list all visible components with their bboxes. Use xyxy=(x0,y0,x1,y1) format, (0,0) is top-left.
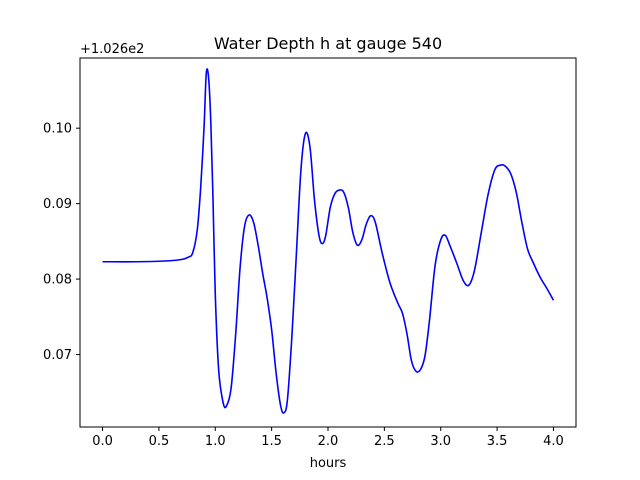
x-tick-label: 1.0 xyxy=(205,434,226,449)
x-tick-label: 2.5 xyxy=(374,434,395,449)
y-tick-label: 0.10 xyxy=(43,122,72,137)
x-axis-label: hours xyxy=(310,456,347,471)
x-tick-label: 0.5 xyxy=(149,434,170,449)
y-axis-offset-label: +1.026e2 xyxy=(80,42,144,57)
x-tick-label: 3.5 xyxy=(487,434,508,449)
y-axis-ticks: 0.07 0.08 0.09 0.10 xyxy=(43,122,80,363)
y-tick-label: 0.09 xyxy=(43,197,72,212)
chart-title: Water Depth h at gauge 540 xyxy=(214,34,442,53)
y-tick-label: 0.08 xyxy=(43,273,72,288)
x-axis-ticks: 0.0 0.5 1.0 1.5 2.0 2.5 3.0 3.5 4.0 xyxy=(92,427,564,449)
x-tick-label: 2.0 xyxy=(318,434,339,449)
plot-area xyxy=(102,68,555,414)
x-tick-label: 0.0 xyxy=(92,434,113,449)
x-tick-label: 3.0 xyxy=(430,434,451,449)
y-tick-label: 0.07 xyxy=(43,348,72,363)
x-tick-label: 4.0 xyxy=(543,434,564,449)
x-tick-label: 1.5 xyxy=(261,434,282,449)
series-line-0 xyxy=(102,68,555,414)
